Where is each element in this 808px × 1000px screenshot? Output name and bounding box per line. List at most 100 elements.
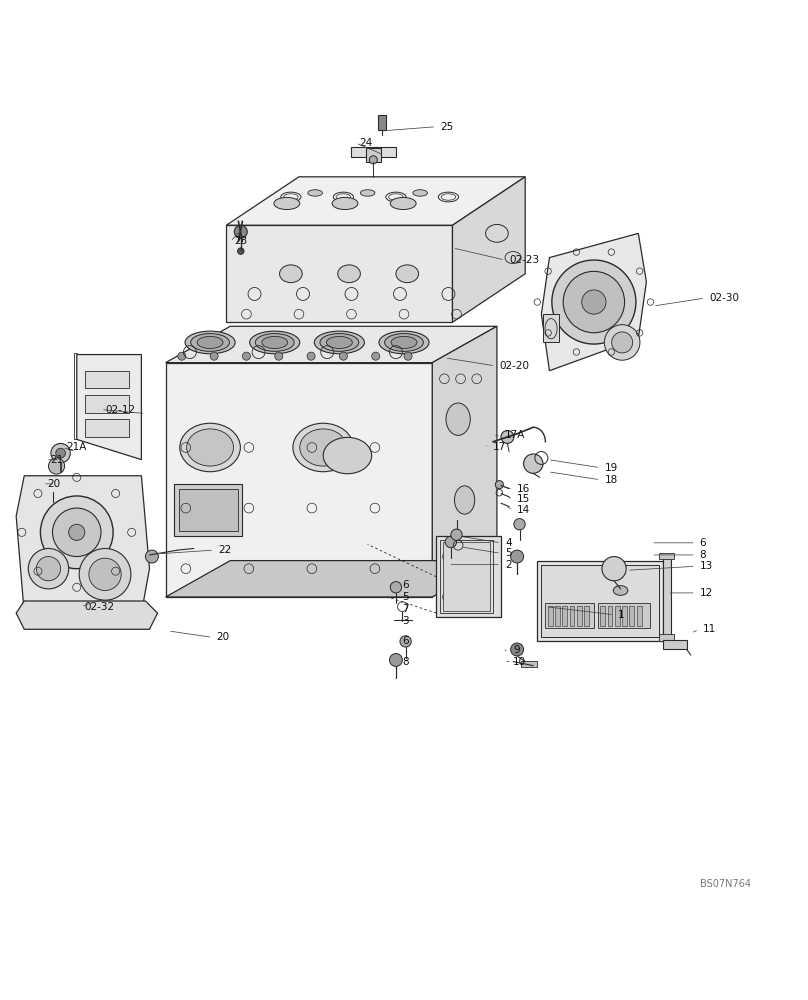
- Text: 7: 7: [402, 604, 409, 614]
- Circle shape: [390, 582, 402, 593]
- Circle shape: [501, 431, 514, 443]
- Bar: [174, 484, 242, 536]
- Bar: [577, 606, 582, 626]
- Bar: [545, 603, 594, 628]
- Polygon shape: [16, 476, 149, 613]
- Circle shape: [604, 325, 640, 360]
- Bar: [659, 553, 674, 559]
- Bar: [85, 419, 129, 437]
- Text: BS07N764: BS07N764: [701, 879, 751, 889]
- Polygon shape: [541, 233, 646, 371]
- Ellipse shape: [314, 331, 364, 354]
- Circle shape: [443, 590, 456, 603]
- Bar: [659, 634, 674, 641]
- Ellipse shape: [379, 331, 429, 354]
- Bar: [366, 148, 381, 162]
- Ellipse shape: [274, 197, 300, 210]
- Bar: [543, 314, 559, 342]
- Ellipse shape: [197, 336, 223, 349]
- Circle shape: [56, 448, 65, 458]
- Bar: [615, 606, 620, 626]
- Bar: [537, 561, 663, 641]
- Bar: [351, 147, 396, 157]
- Bar: [562, 606, 567, 626]
- Circle shape: [582, 290, 606, 314]
- Circle shape: [242, 352, 250, 360]
- Text: 14: 14: [517, 505, 530, 515]
- Circle shape: [612, 332, 633, 353]
- Ellipse shape: [391, 336, 417, 349]
- Text: 12: 12: [700, 588, 713, 598]
- Text: 8: 8: [402, 657, 409, 667]
- Text: 20: 20: [47, 479, 60, 489]
- Text: 21A: 21A: [66, 442, 86, 452]
- Bar: [85, 371, 129, 388]
- Text: 16: 16: [517, 484, 530, 494]
- Ellipse shape: [360, 190, 375, 196]
- Circle shape: [145, 550, 158, 563]
- Bar: [541, 565, 659, 637]
- Ellipse shape: [326, 336, 352, 349]
- Bar: [555, 606, 560, 626]
- Circle shape: [275, 352, 283, 360]
- Polygon shape: [166, 326, 497, 363]
- Text: 19: 19: [604, 463, 617, 473]
- Circle shape: [400, 636, 411, 647]
- Circle shape: [443, 550, 456, 563]
- Bar: [663, 557, 671, 637]
- Circle shape: [511, 643, 524, 656]
- Ellipse shape: [385, 334, 423, 351]
- Ellipse shape: [320, 334, 359, 351]
- Ellipse shape: [179, 423, 241, 472]
- Ellipse shape: [413, 190, 427, 196]
- Ellipse shape: [250, 331, 300, 354]
- Circle shape: [48, 458, 65, 474]
- Circle shape: [69, 524, 85, 540]
- Circle shape: [389, 654, 402, 666]
- Ellipse shape: [308, 190, 322, 196]
- Text: 3: 3: [402, 616, 409, 626]
- Text: 10: 10: [513, 657, 526, 667]
- Text: 8: 8: [700, 550, 706, 560]
- Text: 11: 11: [703, 624, 716, 634]
- Bar: [548, 606, 553, 626]
- Bar: [179, 489, 238, 531]
- Text: 1: 1: [618, 610, 625, 620]
- Polygon shape: [226, 177, 525, 225]
- Bar: [598, 603, 650, 628]
- Text: 02-32: 02-32: [85, 602, 115, 612]
- Ellipse shape: [613, 586, 628, 595]
- Circle shape: [79, 548, 131, 600]
- Bar: [637, 606, 642, 626]
- Ellipse shape: [396, 265, 419, 283]
- Polygon shape: [452, 177, 525, 322]
- Ellipse shape: [280, 265, 302, 283]
- Circle shape: [511, 550, 524, 563]
- Ellipse shape: [300, 429, 347, 466]
- Text: 4: 4: [505, 538, 511, 548]
- Circle shape: [51, 443, 70, 463]
- Text: 02-30: 02-30: [709, 293, 739, 303]
- Circle shape: [475, 590, 488, 603]
- Circle shape: [602, 557, 626, 581]
- Bar: [608, 606, 612, 626]
- Bar: [378, 115, 386, 130]
- Circle shape: [495, 481, 503, 489]
- Ellipse shape: [262, 336, 288, 349]
- Text: 13: 13: [700, 561, 713, 571]
- Text: 15: 15: [517, 494, 530, 504]
- Circle shape: [552, 260, 636, 344]
- Circle shape: [372, 352, 380, 360]
- Bar: [570, 606, 574, 626]
- Ellipse shape: [191, 334, 229, 351]
- Polygon shape: [16, 601, 158, 629]
- Bar: [600, 606, 605, 626]
- Circle shape: [563, 271, 625, 333]
- Ellipse shape: [332, 197, 358, 210]
- Text: 21: 21: [50, 455, 63, 465]
- Text: 02-23: 02-23: [509, 255, 539, 265]
- Bar: [521, 661, 537, 667]
- Ellipse shape: [185, 331, 235, 354]
- Text: 2: 2: [505, 560, 511, 570]
- Ellipse shape: [454, 486, 475, 514]
